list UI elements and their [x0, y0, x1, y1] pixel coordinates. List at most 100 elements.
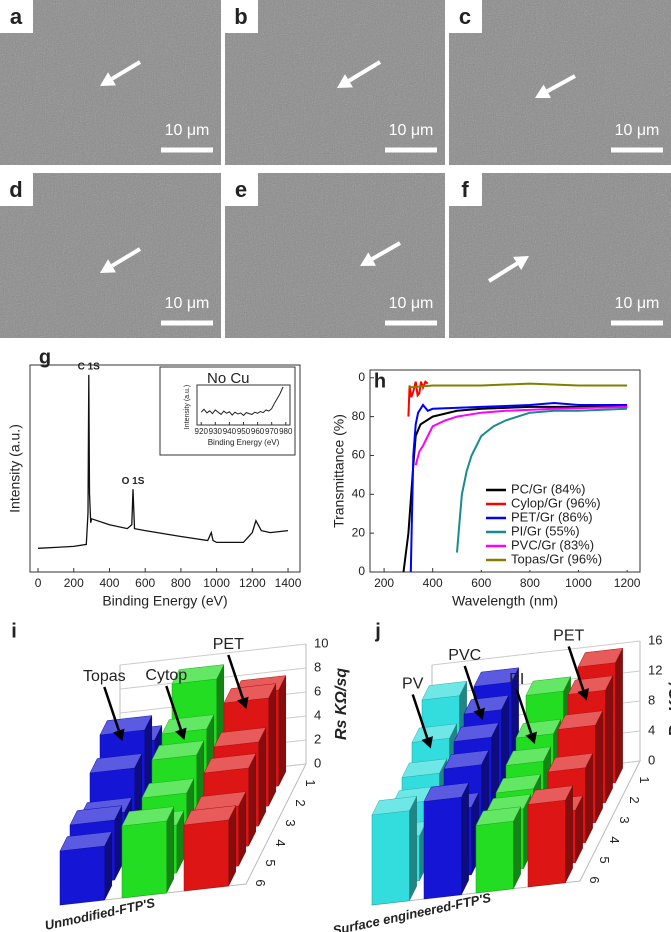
- bar-top: [495, 773, 542, 794]
- depth-tick-label: 5: [597, 856, 612, 863]
- x-tick-label: 1000: [203, 576, 230, 590]
- arrow-shaft: [227, 654, 245, 699]
- bar-top: [577, 647, 624, 668]
- y-tick-label: 40: [352, 486, 366, 500]
- bar-side: [615, 648, 623, 783]
- x-tick-label: 400: [423, 576, 443, 590]
- depth-tick-label: 5: [263, 859, 278, 866]
- x-tick-label: 200: [374, 576, 394, 590]
- x-axis-label: Wavelength (nm): [452, 593, 558, 609]
- depth-tick-label: 2: [627, 796, 642, 803]
- sem-image: [0, 173, 221, 338]
- x-tick-label: 1200: [614, 576, 641, 590]
- depth-tick-label: 1: [637, 776, 652, 783]
- series-callout: PET: [553, 628, 584, 645]
- depth-tick-label: 2: [293, 799, 308, 806]
- series-line: [414, 405, 628, 466]
- depth-tick-label: 6: [587, 876, 602, 883]
- bar-side: [585, 753, 593, 843]
- bar: [183, 805, 237, 892]
- inset-x-label: Binding Energy (eV): [208, 438, 280, 447]
- z-axis-label: Rs KΩ/sq: [333, 668, 350, 740]
- bar-top: [527, 785, 574, 805]
- panel-label: a: [10, 4, 23, 29]
- x-tick-label: 1000: [565, 576, 592, 590]
- z-axis-label: Rs KΩ/sq: [667, 665, 671, 737]
- arrow-head: [237, 696, 249, 709]
- x-tick-label: 800: [171, 576, 191, 590]
- z-tick-label: 12: [648, 662, 662, 677]
- inset-x-tick-label: 940: [223, 427, 237, 436]
- scale-bar-label: 10 μm: [389, 295, 434, 312]
- bar-side: [166, 806, 175, 894]
- arrow-head: [360, 252, 376, 266]
- bar-top: [99, 715, 153, 736]
- legend-box: [480, 480, 638, 570]
- series-line: [408, 382, 628, 389]
- panel-label-box: [225, 173, 258, 206]
- z-tick-label: 2: [314, 731, 321, 746]
- x-tick-label: 800: [520, 576, 540, 590]
- inset-x-tick-label: 920: [195, 427, 209, 436]
- depth-tick-label: 3: [283, 819, 298, 826]
- bar-top: [401, 758, 448, 778]
- depth-tick-label: 3: [617, 816, 632, 823]
- bar-side: [248, 753, 257, 847]
- bar-front: [423, 796, 462, 900]
- bar-front: [121, 820, 167, 899]
- grid-line: [119, 643, 307, 666]
- z-tick-label: 4: [648, 722, 655, 737]
- bar-top: [183, 805, 237, 826]
- panel-label: f: [461, 177, 469, 202]
- bar-top: [505, 746, 552, 766]
- grid-line: [431, 640, 641, 666]
- panel-label-box: [0, 0, 33, 33]
- panel-label: b: [234, 4, 247, 29]
- arrow-head: [175, 727, 187, 740]
- arrow-head: [100, 72, 116, 86]
- bar-top: [151, 740, 205, 761]
- arrow-head: [513, 256, 529, 270]
- series-line: [456, 407, 628, 553]
- depth-tick-label: 4: [273, 839, 288, 846]
- bar-top: [473, 667, 520, 687]
- plot-frame: [369, 369, 641, 573]
- series-callout: PV: [402, 676, 424, 693]
- bar-top: [421, 680, 468, 701]
- depth-tick-label: 4: [607, 836, 622, 843]
- x-tick-label: 600: [135, 576, 155, 590]
- x-tick-label: 200: [64, 576, 84, 590]
- y-axis-label: Intensity (a.u.): [7, 424, 23, 513]
- peak-label: C 1S: [78, 361, 101, 372]
- bar-top: [547, 752, 594, 773]
- sem-image: [225, 173, 445, 338]
- series-callout: PI: [509, 671, 524, 688]
- bar-side: [268, 683, 277, 807]
- y-tick-label: 80: [352, 409, 366, 423]
- panel-label: i: [11, 620, 17, 642]
- bar-top: [423, 782, 470, 802]
- y-tick-label: 0: [358, 370, 365, 384]
- series-callout: Cytop: [145, 667, 187, 684]
- bar-top: [557, 710, 604, 730]
- sem-image: [449, 173, 671, 338]
- z-tick-label: 16: [648, 632, 662, 647]
- bar-front: [59, 845, 105, 906]
- bar: [475, 806, 522, 894]
- arrow-shaft: [463, 665, 481, 710]
- scale-bar-label: 10 μm: [389, 122, 434, 139]
- arrow-shaft: [487, 261, 519, 283]
- arrow-head: [113, 728, 125, 741]
- scale-bar-label: 10 μm: [165, 295, 210, 312]
- bar-top: [213, 727, 267, 748]
- panel-label: g: [39, 346, 51, 368]
- series-callout: PET: [213, 636, 244, 653]
- bar-side: [258, 727, 267, 827]
- x-tick-label: 0: [35, 576, 42, 590]
- panel-label: c: [459, 4, 471, 29]
- inset-x-tick-label: 950: [237, 427, 251, 436]
- arrow-shaft: [110, 247, 142, 268]
- legend-label: PET/Gr (86%): [511, 509, 593, 524]
- bar-top: [525, 676, 572, 696]
